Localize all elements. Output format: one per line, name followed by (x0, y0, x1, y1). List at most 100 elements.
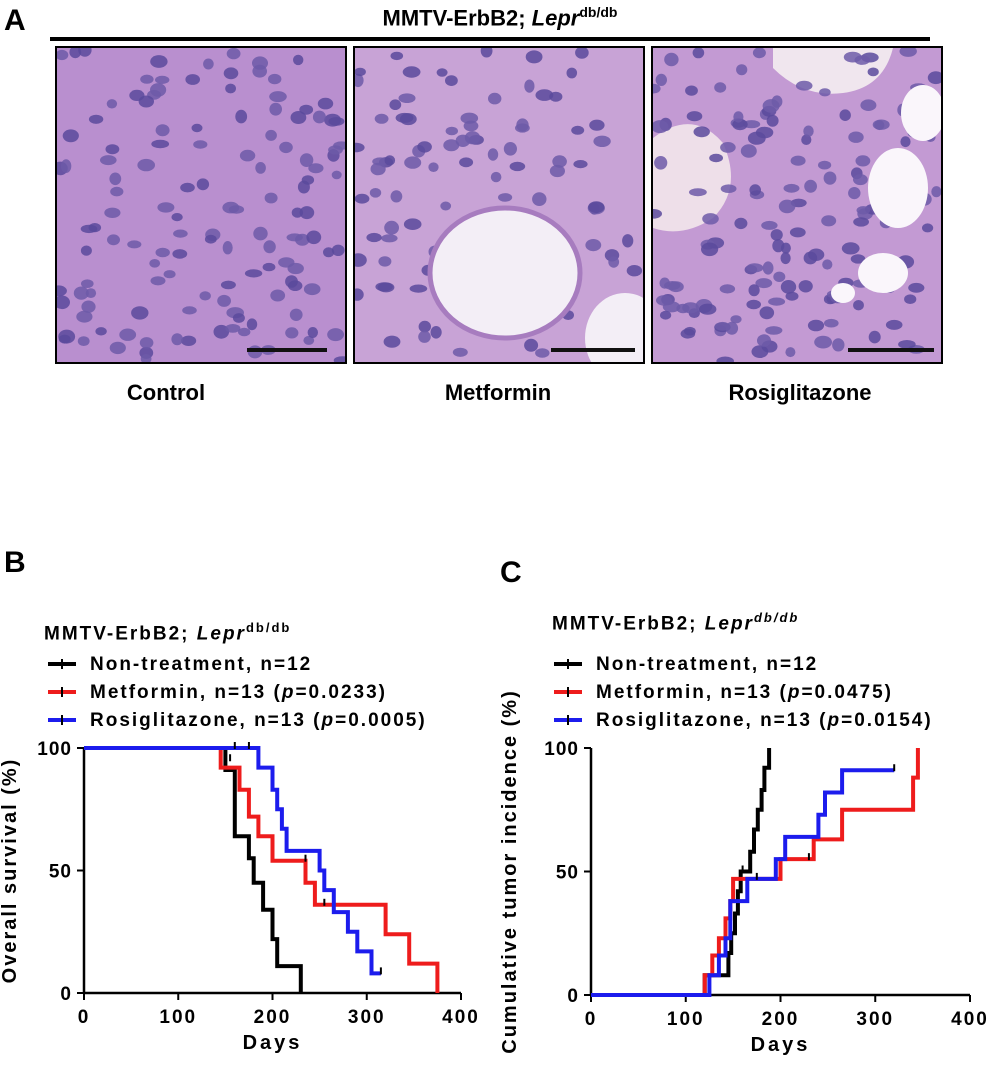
nucleus (725, 321, 739, 335)
nucleus (333, 141, 345, 150)
nucleus (748, 284, 760, 297)
nucleus (752, 48, 766, 59)
nucleus (109, 172, 122, 186)
nucleus (746, 263, 764, 273)
nucleus (455, 134, 471, 147)
series-line (591, 748, 772, 997)
nucleus (762, 261, 774, 275)
panel-c-letter: C (500, 556, 522, 589)
nucleus (714, 82, 727, 93)
nucleus (383, 335, 401, 348)
nucleus (355, 288, 364, 301)
nucleus (736, 64, 748, 76)
nucleus (109, 341, 126, 355)
nucleus (689, 188, 707, 197)
nucleus (110, 186, 124, 197)
y-tick-label: 100 (37, 739, 72, 760)
nucleus (331, 170, 342, 180)
nucleus (263, 240, 276, 254)
nucleus (398, 93, 416, 103)
nucleus (818, 160, 832, 170)
nucleus (814, 335, 832, 349)
x-tick-label: 0 (585, 1009, 598, 1030)
series-line (84, 746, 381, 976)
nucleus (81, 300, 96, 313)
nucleus (498, 193, 513, 202)
y-tick-label: 0 (60, 984, 72, 1005)
nucleus (566, 67, 578, 79)
nucleus (172, 249, 188, 259)
nucleus (222, 241, 233, 255)
nucleus (655, 73, 667, 86)
nucleus (369, 188, 382, 198)
nucleus (150, 83, 167, 97)
panel-a-header-rule (50, 37, 930, 41)
nucleus (801, 134, 812, 145)
x-tick-label: 100 (159, 1007, 197, 1028)
nucleus (720, 184, 737, 193)
nucleus (196, 178, 210, 191)
nucleus (157, 202, 175, 213)
nucleus (490, 171, 502, 183)
nucleus (131, 306, 149, 320)
nucleus (789, 227, 806, 238)
nucleus (303, 335, 315, 345)
nucleus (755, 278, 773, 289)
nucleus (885, 319, 903, 330)
nucleus (445, 126, 458, 136)
nucleus (226, 48, 241, 60)
legend-entry: Metformin, n=13 (p=0.0475) (596, 682, 893, 703)
nucleus (384, 155, 396, 166)
nucleus (733, 111, 744, 123)
nucleus (783, 183, 800, 193)
nucleus (127, 240, 142, 249)
nucleus (593, 135, 611, 147)
nucleus (252, 64, 267, 78)
nucleus (773, 271, 786, 282)
nucleus (270, 289, 286, 302)
nucleus (848, 131, 864, 143)
nucleus (225, 83, 237, 94)
nucleus (445, 75, 458, 86)
nucleus (430, 326, 442, 339)
nucleus (795, 80, 813, 91)
nucleus (785, 347, 796, 358)
nucleus (85, 288, 97, 298)
nucleus (709, 153, 723, 163)
nucleus (759, 306, 775, 320)
nucleus (525, 50, 543, 64)
nucleus (768, 297, 786, 306)
micrograph-metformin (353, 46, 645, 364)
x-tick-label: 400 (442, 1007, 480, 1028)
nucleus (232, 313, 245, 323)
chart-c-title-gene: Lepr (704, 613, 754, 635)
nucleus (171, 213, 183, 222)
nucleus (375, 282, 393, 292)
x-axis-label: Days (751, 1034, 811, 1056)
nucleus (823, 171, 837, 185)
series-line (84, 746, 440, 993)
nucleus (874, 120, 885, 131)
nucleus (927, 71, 941, 85)
nucleus (104, 207, 121, 218)
nucleus (149, 259, 161, 268)
nucleus (381, 234, 398, 243)
nucleus (549, 164, 565, 178)
x-tick-label: 200 (762, 1009, 800, 1030)
nucleus (440, 201, 452, 211)
nucleus (88, 114, 104, 124)
panel-a-title: MMTV-ErbB2; Leprdb/db (0, 4, 1000, 31)
nucleus (355, 193, 370, 204)
nucleus (193, 140, 208, 149)
nucleus (856, 206, 871, 215)
nucleus (57, 49, 69, 61)
nucleus (404, 156, 422, 169)
nucleus (293, 54, 304, 66)
scale-bar (551, 348, 635, 352)
nucleus (288, 280, 303, 291)
nucleus (58, 334, 71, 344)
nucleus (573, 160, 588, 169)
nucleus (324, 113, 342, 127)
scale-bar (247, 348, 327, 352)
y-axis-label: Overall survival (%) (0, 758, 21, 984)
